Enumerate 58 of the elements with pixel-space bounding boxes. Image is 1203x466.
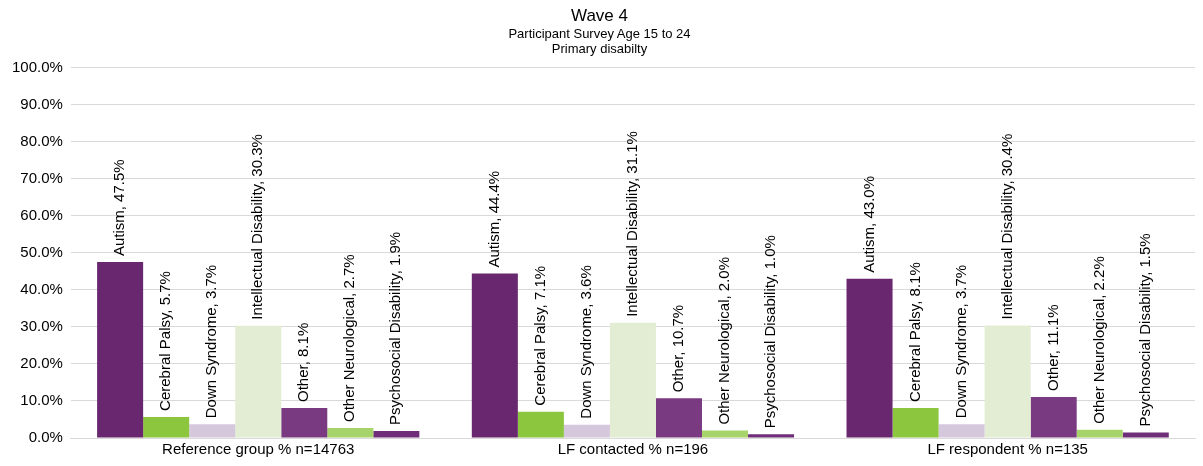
y-tick-label: 20.0% — [20, 354, 63, 372]
data-label: Other Neurological, 2.7% — [340, 254, 358, 422]
x-tick-label: LF respondent % n=135 — [927, 440, 1088, 458]
data-label: Cerebral Palsy, 7.1% — [531, 265, 549, 406]
data-label: Other, 11.1% — [1043, 304, 1061, 391]
bar — [1030, 396, 1077, 438]
y-tick-label: 90.0% — [20, 94, 63, 112]
y-tick-label: 40.0% — [20, 279, 63, 297]
data-label: Psychosocial Disability, 1.5% — [1135, 233, 1153, 427]
bar — [748, 434, 795, 438]
y-tick-label: 30.0% — [20, 317, 63, 335]
chart-subtitle: Participant Survey Age 15 to 24 Primary disabilty — [508, 25, 691, 57]
data-label: Down Syndrome, 3.7% — [951, 264, 969, 419]
data-label: Cerebral Palsy, 8.1% — [905, 262, 923, 402]
bar — [846, 278, 893, 438]
data-label: Autism, 47.5% — [110, 159, 128, 257]
bar — [281, 408, 328, 438]
data-label: Other, 10.7% — [669, 304, 687, 393]
chart-title: Wave 4 — [570, 5, 629, 25]
data-label: Down Syndrome, 3.6% — [577, 265, 595, 419]
y-tick-label: 0.0% — [28, 428, 63, 446]
bar — [563, 424, 610, 438]
y-tick-label: 80.0% — [20, 131, 63, 149]
bar — [471, 273, 518, 438]
y-tick-label: 50.0% — [20, 242, 63, 260]
bar — [517, 411, 564, 438]
bar — [189, 424, 236, 438]
data-label: Autism, 43.0% — [859, 176, 877, 273]
y-tick-label: 60.0% — [20, 205, 63, 223]
data-label: Autism, 44.4% — [484, 170, 502, 268]
data-label: Other Neurological, 2.0% — [715, 257, 733, 425]
bar — [97, 262, 144, 438]
bar — [938, 424, 985, 438]
x-tick-label: LF contacted % n=196 — [557, 440, 709, 458]
bar — [609, 322, 656, 438]
data-label: Psychosocial Disability, 1.9% — [386, 231, 404, 425]
bar — [984, 325, 1031, 438]
bar — [373, 430, 420, 438]
data-label: Other Neurological, 2.2% — [1089, 256, 1107, 424]
bar — [143, 416, 190, 438]
bar — [1122, 432, 1169, 438]
data-label: Intellectual Disability, 30.4% — [997, 133, 1015, 320]
data-label: Psychosocial Disability, 1.0% — [761, 235, 779, 429]
y-tick-label: 70.0% — [20, 168, 63, 186]
bar — [235, 325, 282, 438]
y-tick-label: 10.0% — [20, 391, 63, 409]
data-label: Other, 8.1% — [294, 322, 312, 402]
data-label: Intellectual Disability, 30.3% — [248, 134, 266, 320]
bar — [701, 430, 749, 438]
data-label: Down Syndrome, 3.7% — [202, 264, 220, 419]
data-label: Cerebral Palsy, 5.7% — [156, 271, 174, 411]
bar — [655, 398, 702, 438]
bar — [1076, 429, 1123, 438]
x-tick-label: Reference group % n=14763 — [162, 440, 355, 458]
bar — [327, 428, 374, 438]
y-tick-label: 100.0% — [12, 57, 63, 75]
bar — [892, 408, 939, 438]
data-label: Intellectual Disability, 31.1% — [623, 131, 641, 317]
